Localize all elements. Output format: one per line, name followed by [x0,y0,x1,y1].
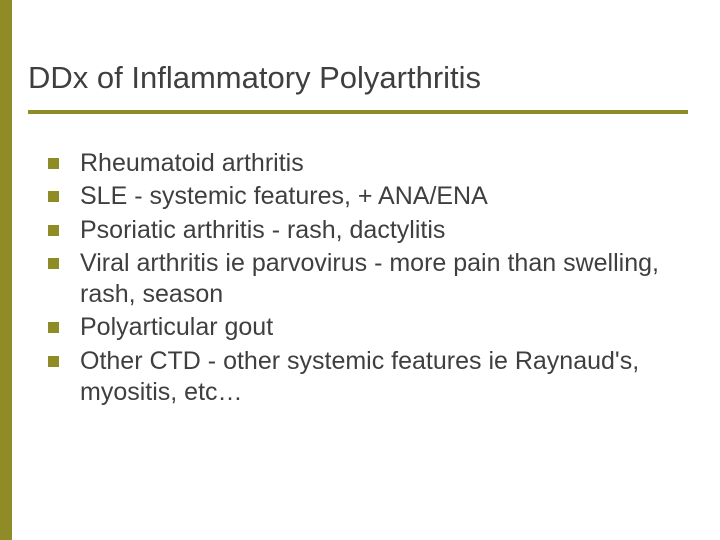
list-item-text: Psoriatic arthritis - rash, dactylitis [80,216,445,244]
list-item: Polyarticular gout [48,312,690,343]
square-bullet-icon [48,225,59,236]
list-item-text: Viral arthritis ie parvovirus - more pai… [80,249,659,308]
square-bullet-icon [48,191,59,202]
list-item-text: Rheumatoid arthritis [80,149,304,177]
list-item-text: Other CTD - other systemic features ie R… [80,347,639,406]
list-item-text: Polyarticular gout [80,313,273,341]
list-item: Viral arthritis ie parvovirus - more pai… [48,248,690,311]
square-bullet-icon [48,322,59,333]
square-bullet-icon [48,258,59,269]
slide-content: DDx of Inflammatory Polyarthritis Rheuma… [28,60,690,410]
list-item-text: SLE - systemic features, + ANA/ENA [80,182,488,210]
list-item: Psoriatic arthritis - rash, dactylitis [48,215,690,246]
square-bullet-icon [48,356,59,367]
slide-title: DDx of Inflammatory Polyarthritis [28,60,690,96]
list-item: SLE - systemic features, + ANA/ENA [48,181,690,212]
list-item: Other CTD - other systemic features ie R… [48,346,690,409]
title-underline [28,110,688,114]
left-accent-bar [0,0,12,540]
list-item: Rheumatoid arthritis [48,148,690,179]
bullet-list: Rheumatoid arthritis SLE - systemic feat… [28,148,690,408]
square-bullet-icon [48,158,59,169]
